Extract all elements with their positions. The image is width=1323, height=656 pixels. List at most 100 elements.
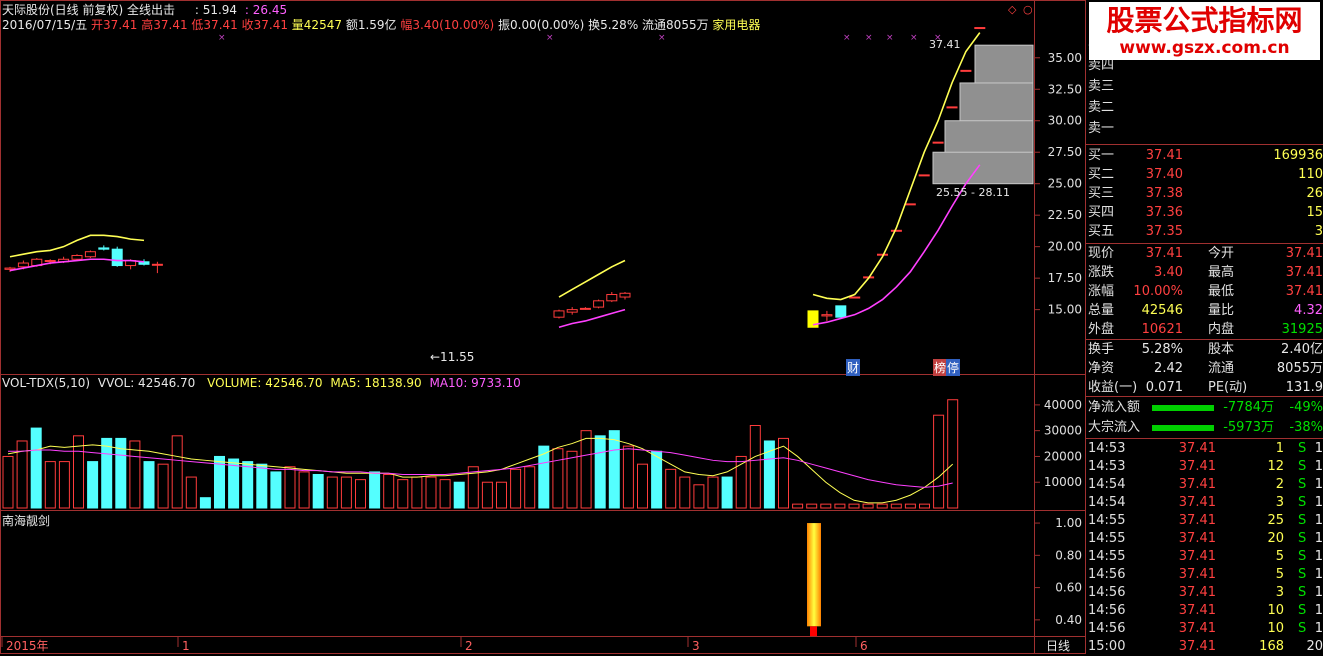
fundamental-label: 股本 <box>1208 342 1235 357</box>
volume-bar <box>73 435 84 509</box>
tick-time: 14:55 <box>1088 549 1126 564</box>
site-logo[interactable]: 股票公式指标网 www.gszx.com.cn <box>1089 2 1320 60</box>
fundamental-label: PE(动) <box>1208 380 1248 395</box>
tick-bs: S <box>1298 603 1307 618</box>
kline-chart[interactable]: 35.00 32.50 30.00 27.50 25.00 22.50 20.00 17.50… <box>0 0 1086 654</box>
candle-body <box>4 267 16 270</box>
volume-bar <box>157 463 169 509</box>
candle-body <box>151 263 163 266</box>
flow-bar <box>1152 405 1214 411</box>
tick-count: 1 <box>1314 585 1323 600</box>
volume-tick-label: 20000 <box>1044 449 1082 463</box>
stat-value: 37.41 <box>1285 246 1323 261</box>
stat-label: 内盘 <box>1208 322 1235 337</box>
volume-bar <box>933 414 945 509</box>
volume-bar <box>721 476 733 509</box>
volume-bar <box>679 476 691 509</box>
finance-tag[interactable]: 财 <box>846 359 861 376</box>
tick-bs: S <box>1298 513 1307 528</box>
candle-body <box>946 106 958 109</box>
volume-bar <box>904 503 916 509</box>
stat-value: 42546 <box>1141 303 1183 318</box>
tick-time: 14:53 <box>1088 441 1126 456</box>
divider <box>1086 438 1323 439</box>
volume-bar <box>580 430 592 509</box>
close-value: 收37.41 <box>241 18 288 32</box>
volume-ma5-line <box>7 437 954 504</box>
candle-body <box>111 248 123 267</box>
tick-bs: S <box>1298 495 1307 510</box>
stat-value: 3.40 <box>1154 265 1183 280</box>
signal-bar <box>807 523 821 627</box>
diamond-icon: ◇ <box>1008 3 1017 16</box>
candle-body <box>17 262 29 268</box>
flow-pct: -38% <box>1289 420 1323 435</box>
volume-bar <box>594 435 606 509</box>
logo-title: 股票公式指标网 <box>1106 4 1303 37</box>
tick-count: 1 <box>1314 459 1323 474</box>
tick-volume: 3 <box>1275 495 1284 510</box>
volume-bar <box>143 461 155 509</box>
billboard-tag[interactable]: 榜 <box>933 359 948 376</box>
volume-bar <box>425 476 437 509</box>
candle-body <box>566 309 578 313</box>
tick-bs: S <box>1298 549 1307 564</box>
formula-value-1: : 51.94 <box>194 3 238 17</box>
divider <box>1086 396 1323 397</box>
indicator-title[interactable]: 南海靓剑 <box>2 514 51 528</box>
sell-label: 卖四 <box>1088 58 1115 73</box>
period-label[interactable]: 日线 <box>1046 639 1071 653</box>
chart-header-line2: 2016/07/15/五 开37.41 高37.41 低37.41 收37.41… <box>2 16 760 33</box>
volume-bar <box>651 450 663 509</box>
tick-count: 1 <box>1314 603 1323 618</box>
ma10-line <box>812 164 981 326</box>
price-tick-label: 35.00 <box>1048 51 1082 65</box>
volume-header: VOL-TDX(5,10) VVOL: 42546.70 VOLUME: 425… <box>2 376 521 390</box>
chip-range-label: 25.55 - 28.11 <box>936 186 1010 199</box>
tick-count: 1 <box>1314 513 1323 528</box>
volume-bar <box>778 437 789 509</box>
tick-volume: 25 <box>1267 513 1284 528</box>
tick-time: 14:55 <box>1088 513 1126 528</box>
stock-name[interactable]: 天际股份(日线 前复权) <box>2 3 124 17</box>
event-marker: × <box>910 33 918 43</box>
tick-price: 37.41 <box>1178 621 1216 636</box>
volume-bar <box>890 503 902 509</box>
stat-value: 10621 <box>1141 322 1183 337</box>
tick-count: 1 <box>1314 567 1323 582</box>
fundamental-row: 净资 2.42 流通 8055万 <box>1086 360 1323 378</box>
fundamental-label: 流通 <box>1208 361 1235 376</box>
tick-volume: 168 <box>1259 639 1284 654</box>
volume-bar <box>820 503 832 509</box>
formula-name[interactable]: 全线出击 <box>127 3 176 17</box>
stat-value: 37.41 <box>1285 284 1323 299</box>
float-value: 流通8055万 <box>642 18 709 32</box>
event-marker: × <box>934 33 942 43</box>
fundamental-label: 换手 <box>1088 342 1115 357</box>
candle-body <box>579 307 591 310</box>
volume-bar <box>298 471 310 509</box>
stat-value: 4.32 <box>1294 303 1323 318</box>
suspend-tag[interactable]: 停 <box>946 359 961 376</box>
volume-bar <box>552 448 564 509</box>
flow-row: 净流入额 -7784万 -49% <box>1086 399 1323 417</box>
sell-row: 卖一 <box>1086 120 1323 138</box>
tick-time: 14:55 <box>1088 531 1126 546</box>
volume-bar <box>129 440 141 509</box>
vvol-value: VVOL: 42546.70 <box>97 376 196 390</box>
divider <box>1086 339 1323 340</box>
tick-price: 37.41 <box>1178 585 1216 600</box>
volume-value: 量42547 <box>291 18 342 32</box>
buy-label: 买五 <box>1088 224 1115 239</box>
volume-bar <box>467 466 479 509</box>
buy-price: 37.36 <box>1145 205 1183 220</box>
vol-indicator-title[interactable]: VOL-TDX(5,10) <box>2 376 91 390</box>
candle-body <box>619 292 631 298</box>
candle-body <box>960 69 972 72</box>
sector-label[interactable]: 家用电器 <box>712 18 761 32</box>
price-tick-label: 15.00 <box>1048 303 1082 317</box>
tick-volume: 20 <box>1267 531 1284 546</box>
volume-bar <box>185 476 197 509</box>
candle-body <box>821 314 833 317</box>
volume-bar <box>369 471 381 509</box>
